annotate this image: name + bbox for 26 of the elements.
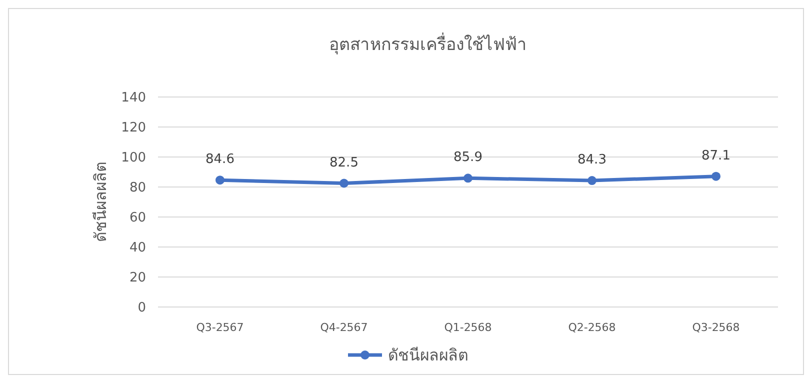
y-tick-label: 80 [129,180,146,196]
y-tick-label: 40 [129,240,146,256]
y-axis-title: ดัชนีผลผลิต [91,162,110,242]
data-label: 84.6 [206,152,234,168]
data-label: 84.3 [578,152,606,168]
x-tick-label: Q2-2568 [568,321,616,334]
y-tick-label: 0 [138,300,146,316]
y-tick-label: 20 [129,270,146,286]
point [216,176,224,185]
x-tick-label: Q3-2567 [196,321,244,334]
data-label: 87.1 [702,148,730,164]
x-tick-label: Q4-2567 [320,321,368,334]
y-tick-label: 60 [129,210,146,226]
point [340,178,348,188]
point [464,174,472,183]
x-tick-label: Q3-2568 [692,321,740,334]
chart-title: อุตสาหกรรมเครื่องใช้ไฟฟ้า [329,32,527,55]
data-label: 82.5 [330,155,358,170]
point [588,176,596,186]
y-tick-label: 120 [121,120,146,136]
y-tick-label: 140 [121,90,146,106]
y-tick-label: 100 [121,150,146,166]
data-label: 85.9 [454,150,482,166]
legend-label: ดัชนีผลผลิต [388,346,468,365]
x-tick-label: Q1-2568 [444,321,492,334]
point [712,172,720,181]
